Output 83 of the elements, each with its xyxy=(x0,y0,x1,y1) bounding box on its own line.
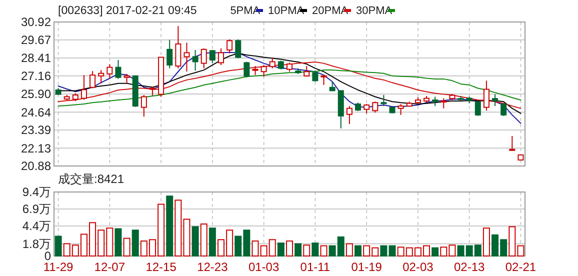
x-tick-label: 02-03 xyxy=(402,260,434,274)
bar xyxy=(432,247,439,256)
candlestick xyxy=(192,49,198,72)
bar xyxy=(123,238,130,256)
candlestick xyxy=(312,70,318,82)
x-tick-label: 01-19 xyxy=(351,260,382,274)
candlestick xyxy=(483,80,490,112)
bar xyxy=(54,236,62,256)
chart-title: 成交量:8421 xyxy=(58,172,124,186)
candlestick xyxy=(269,57,276,69)
legend-label: 30PMA xyxy=(356,5,393,17)
y-tick-label: 28.41 xyxy=(20,51,52,66)
y-tick-label: 30.92 xyxy=(20,15,52,30)
bar xyxy=(303,244,310,256)
x-tick-label: 02-21 xyxy=(505,260,536,274)
legend-label: 10PMA xyxy=(268,5,305,17)
bar xyxy=(294,243,302,256)
candlestick xyxy=(329,81,336,92)
bar xyxy=(286,240,293,256)
candlestick xyxy=(184,42,190,72)
bar xyxy=(252,240,259,256)
candlestick xyxy=(218,48,224,66)
candlestick xyxy=(98,70,104,84)
y-tick-label: 29.67 xyxy=(20,33,52,48)
candlestick xyxy=(90,70,96,89)
y-tick-label: 6.9万 xyxy=(22,202,51,216)
candlestick xyxy=(509,136,516,151)
bar xyxy=(320,245,328,256)
candlestick xyxy=(226,38,233,54)
bar xyxy=(312,242,319,256)
candlestick xyxy=(166,39,173,69)
candlestick xyxy=(500,102,507,116)
candlestick xyxy=(244,61,250,78)
bar xyxy=(114,228,122,256)
candlestick xyxy=(200,48,207,69)
bar xyxy=(354,245,362,256)
candlestick xyxy=(398,104,404,116)
y-tick-label: 1.8万 xyxy=(22,236,51,251)
candlestick xyxy=(115,60,122,80)
x-tick-label: 01-11 xyxy=(300,260,330,274)
candlestick xyxy=(260,64,267,78)
x-tick-label: 12-15 xyxy=(146,260,177,274)
bar xyxy=(208,228,216,256)
candlestick xyxy=(80,74,87,100)
candlestick xyxy=(380,94,387,107)
candlestick xyxy=(106,64,113,79)
chart-title: [002633] 2017-02-21 09:45 xyxy=(58,5,197,17)
candlestick xyxy=(175,26,182,69)
line-series xyxy=(58,62,522,109)
y-tick-label: 20.88 xyxy=(20,159,52,174)
bar xyxy=(346,243,353,256)
candlestick xyxy=(209,49,216,64)
candlestick xyxy=(492,94,498,107)
x-tick-label: 12-23 xyxy=(197,260,228,274)
y-tick-label: 23.39 xyxy=(20,123,52,138)
bar xyxy=(200,224,208,256)
y-tick-label: 9.4万 xyxy=(22,185,51,200)
bar xyxy=(166,196,174,256)
bar xyxy=(277,242,284,256)
candlestick xyxy=(346,106,352,124)
candlestick xyxy=(474,100,481,116)
bar xyxy=(192,226,199,256)
x-tick-label: 01-03 xyxy=(248,260,280,274)
candlestick xyxy=(440,98,447,109)
bar xyxy=(482,228,490,256)
candlestick xyxy=(364,104,370,114)
y-tick-label: 27.16 xyxy=(20,69,52,84)
y-tick-label: 4.4万 xyxy=(22,219,51,234)
candlestick xyxy=(372,101,378,114)
y-tick-label: 25.90 xyxy=(20,87,52,102)
line-series xyxy=(58,70,522,107)
candlestick xyxy=(432,96,438,107)
legend-label: 20PMA xyxy=(312,5,349,17)
candlestick xyxy=(140,94,147,118)
bar xyxy=(132,230,139,256)
bar xyxy=(380,245,388,256)
x-tick-label: 12-07 xyxy=(94,260,126,274)
x-tick-label: 02-13 xyxy=(454,260,485,274)
y-tick-label: 24.64 xyxy=(20,105,52,120)
bar xyxy=(388,245,396,256)
y-tick-label: 22.13 xyxy=(20,141,52,156)
candlestick xyxy=(124,73,130,84)
candlestick xyxy=(235,38,242,59)
